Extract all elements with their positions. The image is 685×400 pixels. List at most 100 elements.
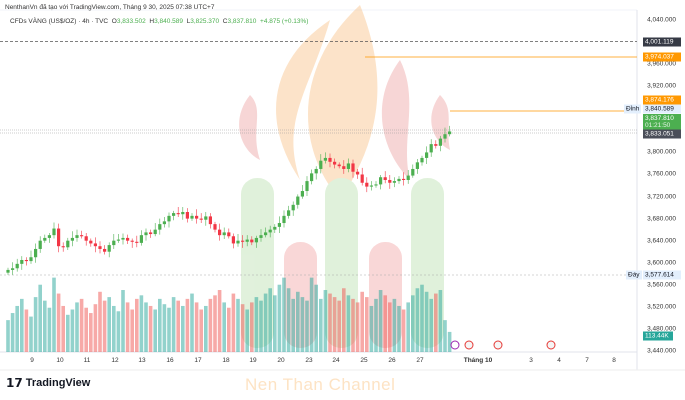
volume-bar bbox=[56, 293, 61, 352]
candle bbox=[250, 239, 254, 243]
time-tick: 24 bbox=[332, 357, 340, 364]
candle bbox=[365, 182, 369, 187]
price-tick: 3,800.000 bbox=[647, 148, 676, 156]
volume-bar bbox=[378, 290, 383, 352]
volume-bar bbox=[93, 304, 98, 352]
volume-bar bbox=[107, 297, 111, 352]
price-tick: 3,440.000 bbox=[647, 347, 676, 355]
candle bbox=[333, 161, 337, 165]
candle bbox=[314, 168, 318, 174]
open-value: 3,833.502 bbox=[116, 18, 146, 25]
volume-bar bbox=[240, 304, 245, 352]
candle bbox=[420, 157, 424, 163]
us-flag-icon[interactable] bbox=[546, 340, 556, 350]
candle bbox=[149, 232, 153, 235]
volume-bar bbox=[199, 309, 203, 352]
volume-bar bbox=[89, 313, 93, 352]
candle bbox=[176, 213, 180, 215]
volume-bar bbox=[148, 305, 153, 352]
candle bbox=[236, 240, 240, 244]
price-tick: 3,720.000 bbox=[647, 193, 676, 201]
volume-bar bbox=[447, 331, 452, 352]
credit-line: NenthanVn đã tạo với TradingView.com, Th… bbox=[5, 4, 215, 11]
candle bbox=[415, 162, 419, 169]
low-label: Đáy bbox=[626, 270, 642, 280]
candle bbox=[66, 240, 70, 248]
volume-bar bbox=[61, 305, 65, 352]
candle bbox=[15, 263, 19, 269]
volume-bar bbox=[263, 293, 268, 352]
volume-bar bbox=[328, 293, 332, 352]
volume-bar bbox=[319, 298, 323, 352]
volume-bar bbox=[121, 290, 125, 352]
time-tick: 19 bbox=[249, 357, 257, 364]
volume-bar bbox=[190, 293, 194, 352]
candle bbox=[448, 131, 452, 135]
candle bbox=[158, 224, 162, 230]
volume-bar bbox=[112, 305, 116, 352]
volume-bar bbox=[6, 320, 10, 352]
time-tick: 13 bbox=[138, 357, 146, 364]
candle bbox=[287, 210, 291, 216]
candles bbox=[6, 125, 452, 275]
volume-bar bbox=[38, 284, 42, 352]
candle bbox=[43, 237, 47, 241]
volume-bar bbox=[369, 305, 374, 352]
volume-bar bbox=[130, 309, 134, 352]
candle bbox=[245, 239, 249, 242]
volume-bar bbox=[388, 302, 392, 352]
volume-bar bbox=[438, 290, 443, 352]
volume-bar bbox=[171, 297, 176, 352]
volume-bar bbox=[282, 277, 286, 352]
candle bbox=[93, 243, 97, 247]
candle bbox=[406, 175, 410, 180]
candle bbox=[167, 215, 171, 222]
event-icon[interactable] bbox=[450, 340, 460, 350]
high-price-tag: 3,840.589 bbox=[643, 104, 681, 114]
candle bbox=[241, 240, 245, 242]
price-tick: 3,920.000 bbox=[647, 82, 676, 90]
volume-bar bbox=[245, 309, 249, 352]
candle bbox=[392, 181, 396, 183]
candle bbox=[153, 229, 157, 235]
us-flag-icon[interactable] bbox=[493, 340, 503, 350]
symbol-name: CFDs VÀNG (US$/OZ) · 4h · TVC bbox=[10, 18, 109, 25]
volume-bar bbox=[415, 288, 420, 352]
tradingview-logo[interactable]: 𝟭𝟳 TradingView bbox=[6, 376, 90, 390]
high-value: 3,840.589 bbox=[154, 18, 183, 25]
volume-bar bbox=[52, 277, 56, 352]
candle bbox=[199, 218, 203, 220]
volume-bar bbox=[314, 284, 318, 352]
volume-bar bbox=[79, 298, 84, 352]
candle bbox=[351, 163, 355, 172]
close-value: 3,837.810 bbox=[227, 18, 257, 25]
us-flag-icon[interactable] bbox=[464, 340, 474, 350]
candle bbox=[162, 221, 166, 225]
candle bbox=[144, 232, 148, 236]
volume-bar bbox=[337, 300, 341, 352]
candle bbox=[222, 232, 226, 236]
volume-bar bbox=[231, 293, 236, 352]
volume-bar bbox=[116, 311, 121, 352]
volume-bar bbox=[135, 298, 139, 352]
time-tick: 18 bbox=[222, 357, 230, 364]
symbol-legend: CFDs VÀNG (US$/OZ) · 4h · TVC O3,833.502… bbox=[10, 18, 308, 25]
volume-bar bbox=[406, 302, 410, 352]
candle bbox=[411, 168, 415, 176]
volume-bar bbox=[443, 320, 447, 352]
low-label: L bbox=[186, 18, 191, 25]
candle bbox=[107, 245, 111, 252]
volume-bar bbox=[181, 305, 185, 352]
candle bbox=[38, 240, 42, 249]
time-tick: 25 bbox=[360, 357, 368, 364]
candle bbox=[397, 178, 401, 182]
time-tick: 8 bbox=[612, 357, 616, 364]
candle bbox=[89, 240, 93, 244]
candle bbox=[360, 174, 364, 183]
price-tick: 3,640.000 bbox=[647, 237, 676, 245]
volume-bar bbox=[194, 302, 199, 352]
candle bbox=[300, 191, 304, 197]
time-tick: Tháng 10 bbox=[463, 357, 493, 364]
volume-bar bbox=[24, 309, 29, 352]
